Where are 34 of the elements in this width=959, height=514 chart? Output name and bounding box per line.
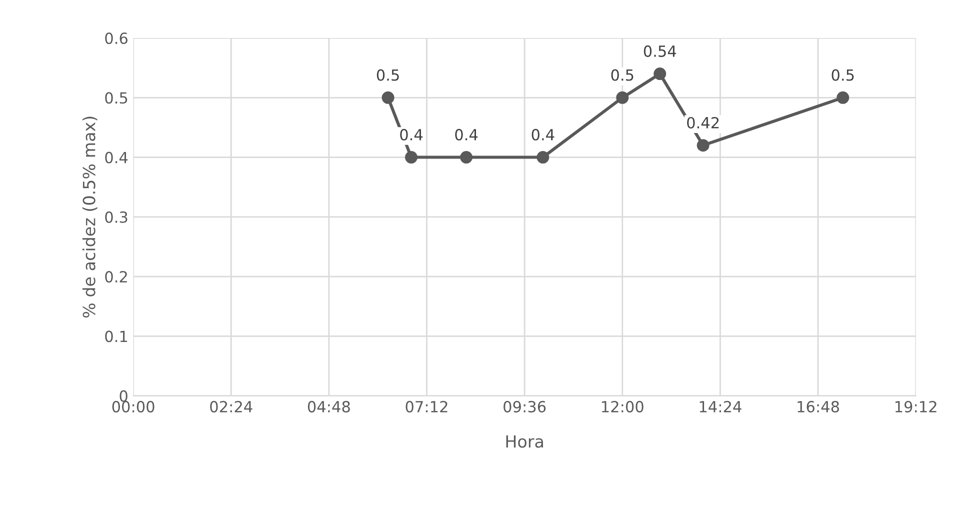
point [382, 91, 394, 104]
x-tick-label: 12:00 [602, 400, 644, 412]
y-tick-label: 0.2 [105, 270, 127, 283]
x-tick-label: 09:36 [504, 400, 546, 412]
x-tick-label: 14:24 [700, 400, 742, 412]
y-tick-label: 0.6 [105, 32, 128, 44]
y-tick-label: 0.3 [105, 211, 128, 223]
x-axis-title: Hora [506, 435, 543, 448]
point [460, 151, 473, 164]
point [616, 91, 629, 104]
y-tick-label: 0 [120, 390, 128, 402]
data-label: 0.5 [376, 69, 399, 81]
point [836, 91, 850, 104]
y-tick-label: 0.5 [105, 92, 128, 104]
y-axis-title: % de acidez (0.5% max) [82, 116, 98, 318]
x-tick-label: 07:12 [406, 400, 448, 412]
data-label: 0.4 [455, 128, 478, 140]
y-tick-label: 0.1 [105, 330, 128, 342]
x-tick-label: 04:48 [308, 400, 350, 412]
x-tick-label: 19:12 [896, 400, 936, 412]
point [654, 68, 666, 80]
data-label: 0.5 [832, 69, 854, 81]
data-label: 0.4 [532, 128, 554, 140]
x-tick-label: 02:24 [210, 400, 252, 412]
data-label: 0.54 [644, 45, 676, 57]
point [405, 151, 418, 164]
data-label: 0.42 [687, 116, 719, 129]
y-tick-label: 0.4 [105, 152, 128, 164]
point [536, 151, 550, 164]
data-label: 0.5 [611, 69, 634, 81]
x-tick-label: 16:48 [798, 400, 839, 412]
x-tick-label: 00:00 [112, 400, 154, 412]
point [696, 139, 710, 152]
data-label: 0.4 [400, 128, 423, 140]
